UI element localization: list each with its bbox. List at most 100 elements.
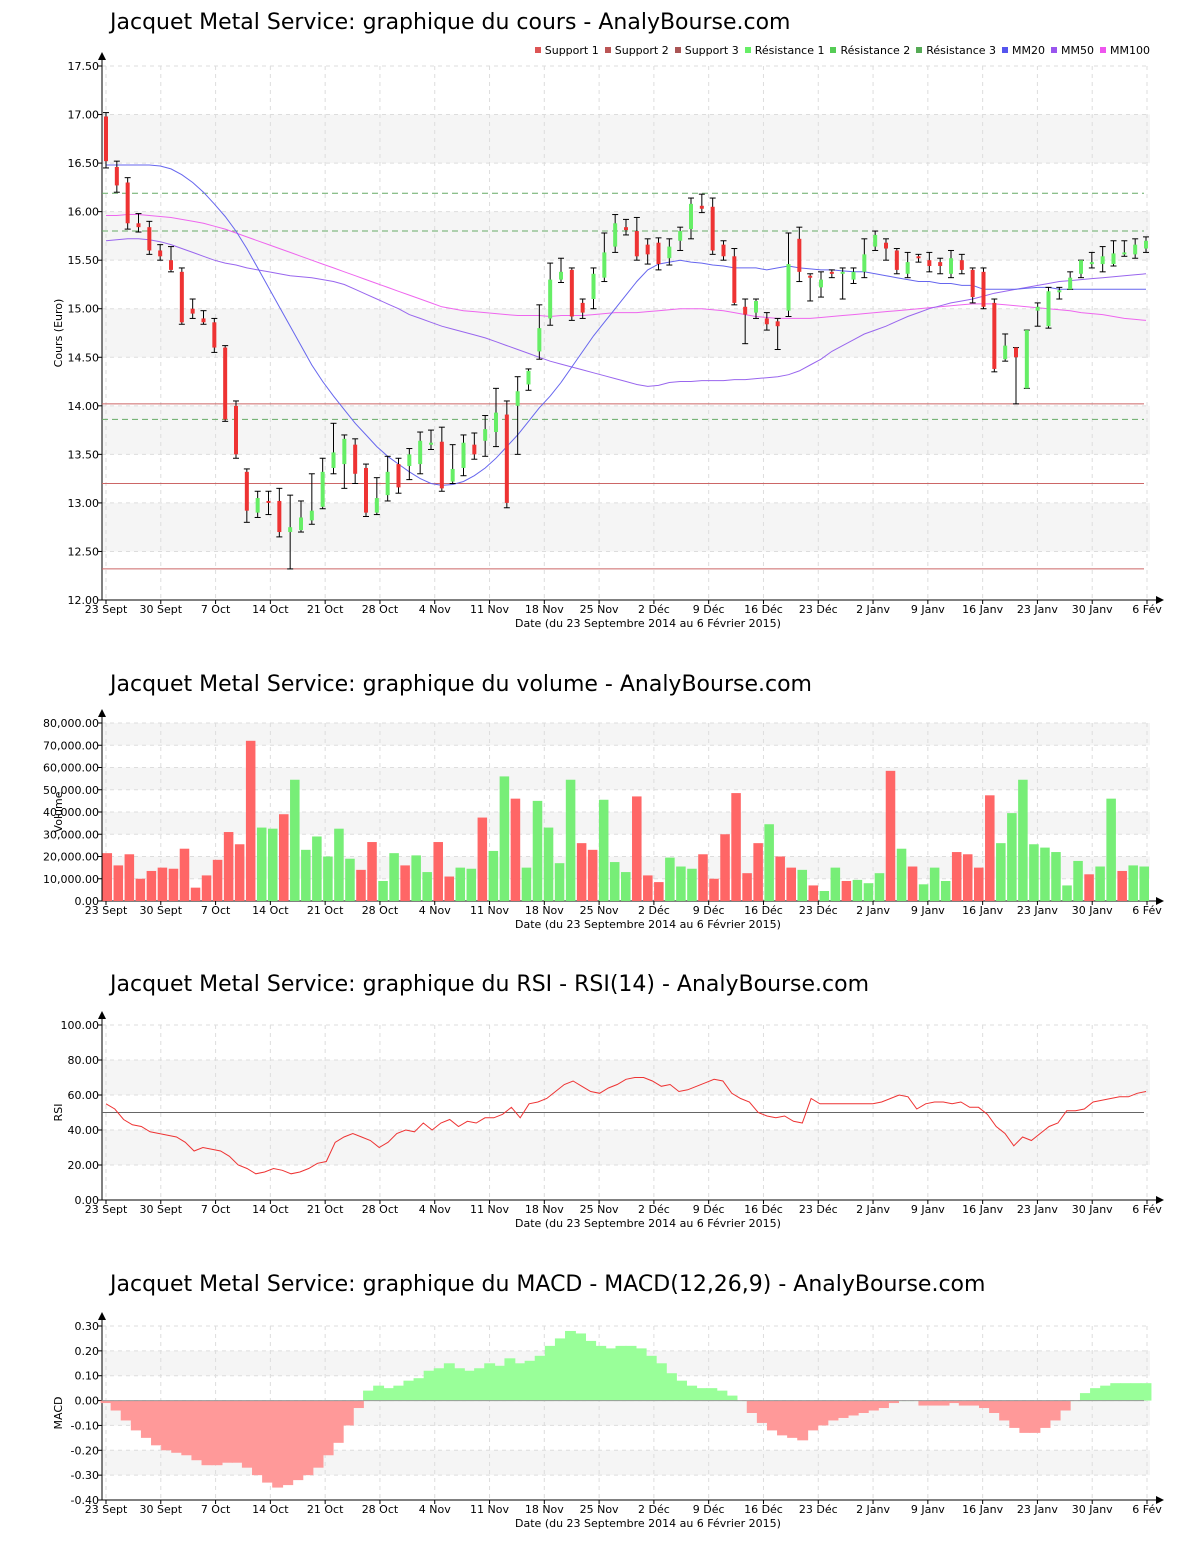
macd-bar bbox=[110, 1400, 122, 1411]
x-tick-label: 16 Janv bbox=[962, 1503, 1003, 1516]
macd-bar bbox=[807, 1400, 819, 1431]
candle-body bbox=[342, 438, 347, 465]
macd-bar bbox=[615, 1345, 627, 1401]
volume-bar bbox=[1040, 847, 1050, 901]
macd-bar bbox=[1029, 1400, 1041, 1433]
candle-body bbox=[1111, 253, 1116, 265]
candle-body bbox=[201, 318, 206, 323]
y-tick-label: 0.10 bbox=[75, 1370, 100, 1383]
candle-body bbox=[234, 405, 238, 455]
volume-bar bbox=[654, 882, 664, 901]
rsi-line bbox=[105, 1077, 1147, 1175]
x-tick-label: 30 Janv bbox=[1072, 904, 1113, 917]
volume-bar bbox=[411, 855, 421, 901]
candle-body bbox=[104, 116, 108, 162]
candle-body bbox=[602, 252, 607, 278]
candle-body bbox=[407, 454, 412, 467]
legend-item: MM20 bbox=[1002, 44, 1045, 57]
macd-bar bbox=[241, 1400, 253, 1468]
macd-bar bbox=[585, 1340, 597, 1401]
legend-swatch bbox=[1100, 47, 1107, 53]
macd-bar bbox=[514, 1363, 526, 1401]
volume-bar bbox=[146, 870, 157, 901]
y-tick-label: 16.00 bbox=[68, 206, 100, 219]
x-tick-label: 21 Oct bbox=[307, 603, 344, 616]
volume-bar bbox=[455, 867, 466, 901]
x-tick-label: 9 Déc bbox=[693, 1203, 725, 1216]
candle-body bbox=[1035, 306, 1040, 311]
macd-bar bbox=[968, 1400, 980, 1406]
candle-body bbox=[862, 254, 867, 272]
x-tick-label: 21 Oct bbox=[307, 904, 344, 917]
x-tick-label: 30 Janv bbox=[1072, 603, 1113, 616]
x-tick-label: 23 Sept bbox=[85, 603, 128, 616]
y-tick-label: 60,000.00 bbox=[43, 762, 99, 775]
macd-bar bbox=[655, 1363, 667, 1401]
candle-body bbox=[364, 467, 368, 513]
y-tick-label: 50,000.00 bbox=[43, 784, 99, 797]
macd-bar bbox=[352, 1400, 364, 1409]
x-tick-label: 7 Oct bbox=[201, 1503, 231, 1516]
volume-bar bbox=[510, 798, 521, 901]
volume-bar bbox=[444, 876, 455, 901]
candle-body bbox=[461, 442, 466, 468]
volume-bar bbox=[775, 856, 785, 901]
y-axis-arrow bbox=[98, 1011, 106, 1019]
candle-body bbox=[927, 260, 932, 267]
macd-bar bbox=[625, 1345, 637, 1401]
macd-bar bbox=[231, 1400, 243, 1463]
macd-bar bbox=[999, 1400, 1011, 1421]
volume-bar bbox=[334, 828, 344, 901]
macd-bar bbox=[1110, 1383, 1122, 1401]
x-tick-label: 23 Sept bbox=[85, 1503, 128, 1516]
macd-bar bbox=[777, 1400, 788, 1436]
candle-body bbox=[840, 271, 845, 274]
volume-bar bbox=[819, 890, 830, 901]
volume-bar bbox=[973, 867, 984, 901]
candle-body bbox=[288, 527, 293, 533]
y-axis-label: Volume bbox=[52, 791, 65, 832]
volume-bar bbox=[929, 867, 940, 901]
volume-bar bbox=[565, 779, 576, 901]
volume-bar bbox=[764, 824, 774, 901]
x-axis-arrow bbox=[1156, 1496, 1164, 1504]
x-tick-label: 23 Janv bbox=[1017, 1203, 1058, 1216]
volume-bar bbox=[102, 853, 113, 901]
macd-chart-title: Jacquet Metal Service: graphique du MACD… bbox=[110, 1272, 986, 1297]
volume-bar bbox=[940, 880, 951, 901]
volume-bar bbox=[345, 858, 355, 901]
x-tick-label: 6 Fév bbox=[1132, 1503, 1162, 1516]
macd-bar bbox=[938, 1400, 950, 1406]
macd-bar bbox=[312, 1400, 324, 1468]
legend-item: Support 2 bbox=[604, 44, 669, 57]
candle-body bbox=[775, 321, 780, 327]
candle-body bbox=[537, 328, 542, 352]
volume-bar bbox=[367, 842, 377, 901]
volume-bar bbox=[598, 799, 609, 901]
rsi-chart-panel: Jacquet Metal Service: graphique du RSI … bbox=[0, 960, 1200, 1240]
candle-body bbox=[851, 271, 856, 280]
volume-bar bbox=[168, 868, 179, 901]
y-tick-label: 40.00 bbox=[68, 1124, 100, 1137]
candle-body bbox=[699, 205, 704, 209]
macd-bar bbox=[252, 1400, 263, 1476]
legend-swatch bbox=[604, 47, 611, 53]
grid-band bbox=[102, 502, 1150, 552]
macd-bar bbox=[544, 1345, 556, 1401]
volume-bar bbox=[841, 880, 852, 901]
x-tick-label: 9 Janv bbox=[911, 1203, 945, 1216]
candle-body bbox=[439, 441, 444, 489]
x-tick-label: 2 Janv bbox=[856, 1203, 890, 1216]
volume-bar bbox=[918, 884, 929, 901]
legend-swatch bbox=[534, 47, 541, 53]
x-tick-label: 6 Fév bbox=[1132, 904, 1162, 917]
macd-bar bbox=[766, 1400, 778, 1431]
volume-bar bbox=[676, 866, 686, 901]
macd-bar bbox=[706, 1388, 718, 1401]
legend-item: MM100 bbox=[1100, 44, 1150, 57]
y-axis-arrow bbox=[98, 52, 106, 60]
y-tick-label: -0.20 bbox=[71, 1444, 99, 1457]
candle-body bbox=[1068, 277, 1073, 290]
volume-bar bbox=[742, 873, 752, 901]
legend-label: Résistance 1 bbox=[754, 44, 825, 57]
